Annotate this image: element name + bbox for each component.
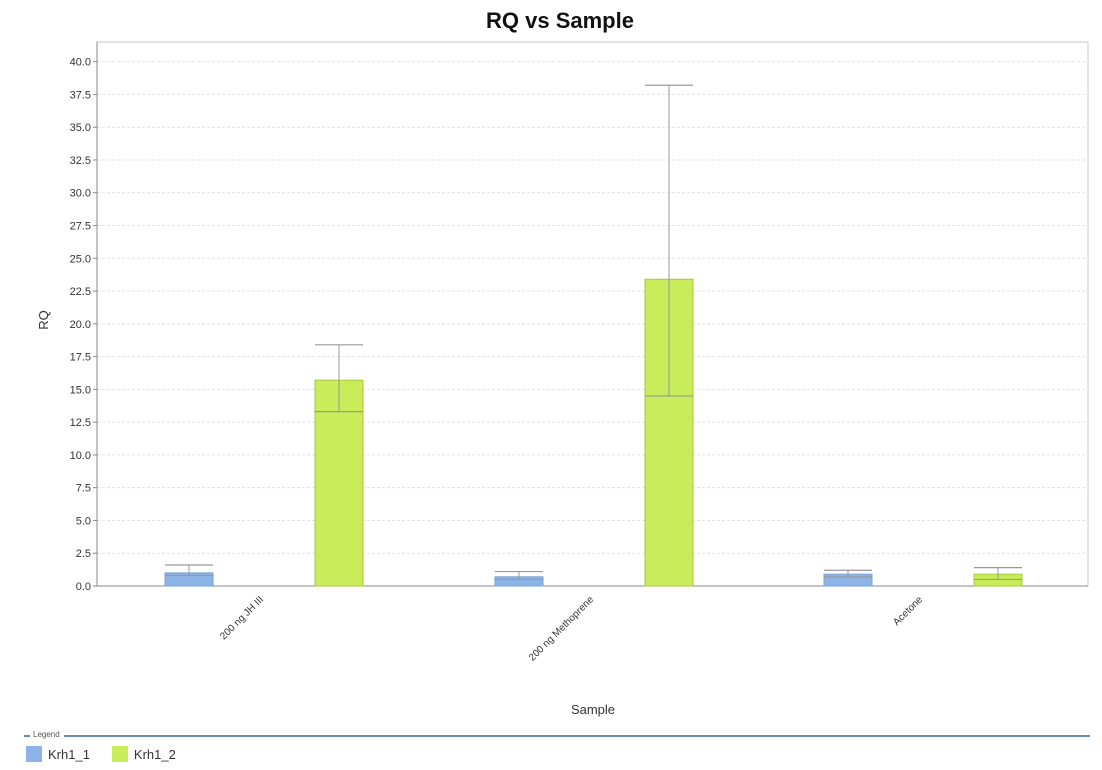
y-tick-label: 20.0 — [70, 319, 91, 331]
y-tick-label: 2.5 — [76, 548, 91, 560]
y-tick-label: 27.5 — [70, 221, 91, 233]
x-category-label: 200 ng JH III — [218, 594, 266, 642]
legend-item-krh1-1[interactable]: Krh1_1 — [26, 746, 90, 762]
legend-label-krh1-2: Krh1_2 — [133, 746, 176, 762]
plot-frame — [96, 41, 1089, 587]
x-axis-label: Sample — [571, 702, 615, 717]
y-tick-label: 15.0 — [70, 384, 91, 396]
legend-swatch-krh1-1 — [26, 746, 42, 762]
y-tick-label: 30.0 — [70, 188, 91, 200]
x-category-label: 200 ng Methoprene — [527, 594, 596, 663]
y-tick-label: 10.0 — [70, 450, 91, 462]
y-tick-label: 17.5 — [70, 352, 91, 364]
legend-caption: Legend — [33, 730, 60, 739]
legend-items: Krh1_1 Krh1_2 — [26, 746, 198, 762]
legend: Legend Krh1_1 Krh1_2 — [24, 730, 1090, 766]
legend-frame-line — [64, 735, 1090, 737]
y-tick-label: 12.5 — [70, 417, 91, 429]
legend-frame-tick — [24, 735, 30, 737]
chart-title: RQ vs Sample — [486, 8, 634, 33]
legend-swatch-krh1-2 — [111, 746, 128, 762]
bar-chart: RQ vs Sample 0.0 2.5 5.0 7.5 10.0 12.5 15.0 17.… — [36, 8, 1089, 717]
y-tick-label: 35.0 — [70, 122, 91, 134]
y-tick-label: 5.0 — [76, 515, 91, 527]
y-tick-label: 37.5 — [70, 89, 91, 101]
legend-item-krh1-2[interactable]: Krh1_2 — [111, 746, 176, 762]
x-category-label: Acetone — [891, 594, 925, 628]
y-tick-label: 32.5 — [70, 155, 91, 167]
plot-area: 0.0 2.5 5.0 7.5 10.0 12.5 15.0 17.5 20.0 22.5 25.0… — [70, 41, 1089, 663]
y-tick-label: 25.0 — [70, 253, 91, 265]
y-axis-label: RQ — [36, 310, 51, 330]
y-tick-label: 22.5 — [70, 286, 91, 298]
y-tick-label: 7.5 — [76, 483, 91, 495]
y-tick-label: 0.0 — [76, 581, 91, 593]
y-tick-label: 40.0 — [70, 57, 91, 69]
legend-label-krh1-1: Krh1_1 — [48, 746, 90, 762]
